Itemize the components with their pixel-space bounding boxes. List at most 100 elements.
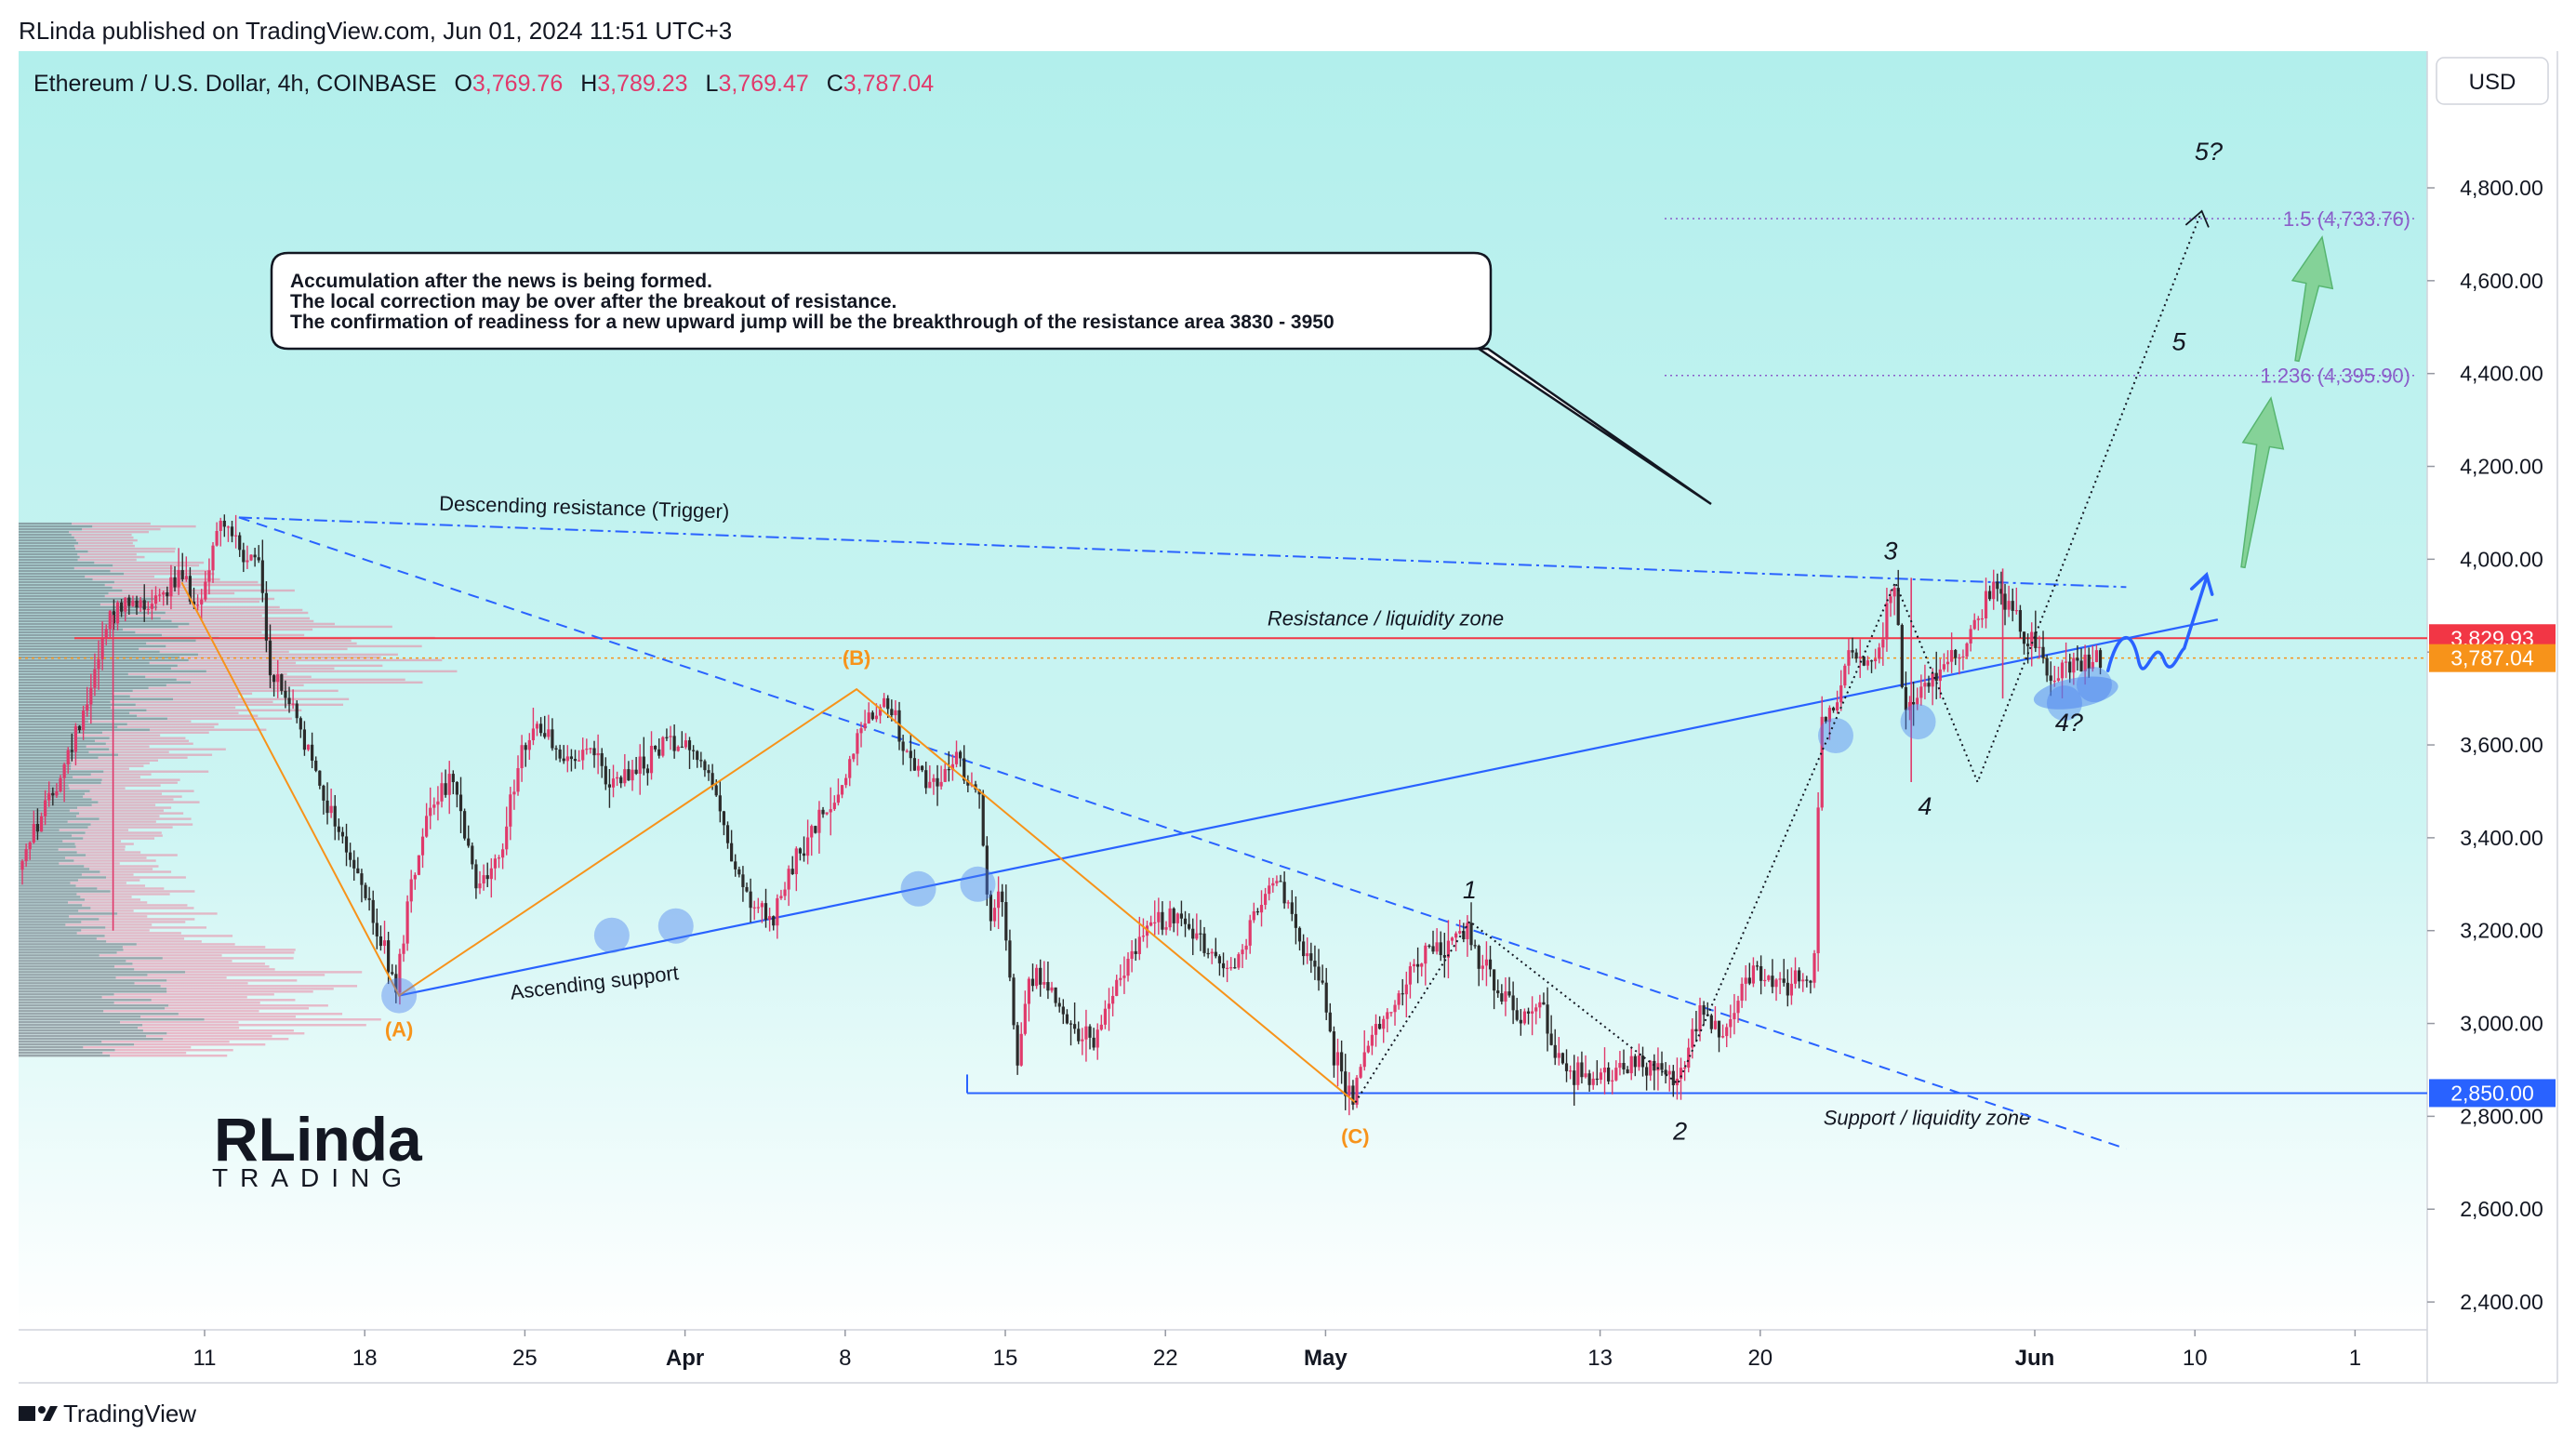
candle-body xyxy=(760,903,764,908)
volume-bar xyxy=(178,625,392,629)
candle-body xyxy=(2087,654,2091,670)
candle-body xyxy=(1507,991,1511,996)
candle-body xyxy=(1226,967,1229,969)
candle-body xyxy=(204,581,207,600)
volume-bar xyxy=(19,912,118,915)
volume-bar xyxy=(104,594,195,598)
candle-body xyxy=(2049,675,2052,682)
candle-body xyxy=(1531,1011,1534,1014)
x-tick-label: Apr xyxy=(666,1346,704,1371)
volume-bar xyxy=(135,631,262,634)
candle-body xyxy=(1095,1029,1099,1048)
volume-bar xyxy=(19,870,100,873)
volume-bar xyxy=(19,943,137,946)
candle-body xyxy=(257,557,260,561)
volume-bar xyxy=(58,848,126,851)
candle-body xyxy=(398,953,402,993)
volume-bar xyxy=(151,600,259,604)
volume-bar xyxy=(76,893,170,896)
candle-body xyxy=(1843,665,1847,686)
axes: 2,400.00 2,600.00 2,800.00 3,000.00 3,200.00… xyxy=(193,176,2556,1371)
volume-bar xyxy=(148,686,290,690)
candle-body xyxy=(242,550,246,563)
volume-bar xyxy=(69,915,148,918)
candle-body xyxy=(1538,1002,1542,1008)
currency-button[interactable]: USD xyxy=(2436,57,2549,105)
candle-body xyxy=(1264,894,1268,906)
volume-bar xyxy=(84,865,159,868)
volume-bar xyxy=(19,703,136,707)
volume-bar xyxy=(73,566,174,570)
candle-body xyxy=(1179,913,1184,919)
volume-bar xyxy=(19,990,167,993)
candle-body xyxy=(234,535,238,537)
candle-body xyxy=(1916,697,1919,705)
candle-body xyxy=(1484,959,1489,966)
candle-body xyxy=(909,750,912,759)
candle-body xyxy=(238,535,242,551)
volume-bar xyxy=(136,943,235,946)
volume-bar xyxy=(91,798,174,801)
volume-bar xyxy=(19,1032,167,1035)
candle-body xyxy=(1255,910,1260,913)
candle-body xyxy=(543,733,547,737)
candle-body xyxy=(325,800,329,814)
projection-arrowhead xyxy=(2189,571,2214,596)
candle-body xyxy=(1671,1070,1675,1085)
candle-body xyxy=(420,836,425,856)
volume-bar xyxy=(100,603,200,606)
candle-body xyxy=(1576,1062,1580,1085)
candle-body xyxy=(703,761,707,771)
volume-bar xyxy=(19,653,199,657)
candle-body xyxy=(2018,610,2023,632)
volume-bar xyxy=(123,949,296,951)
candle-body xyxy=(1099,1024,1103,1030)
candle-body xyxy=(787,869,790,890)
last-price-badge xyxy=(2429,644,2556,672)
candle-body xyxy=(631,769,634,781)
volume-bar xyxy=(102,1052,187,1055)
support-touch-marker xyxy=(381,977,418,1014)
price-axis[interactable] xyxy=(2427,51,2557,1330)
candle-body xyxy=(1546,1004,1549,1034)
candle-body xyxy=(44,800,47,816)
candle-body xyxy=(936,777,939,787)
ohlc-high: 3,789.23 xyxy=(597,71,687,97)
candle-body xyxy=(1077,1029,1081,1042)
candle-body xyxy=(1713,1020,1718,1029)
candle-body xyxy=(1401,993,1404,995)
candle-body xyxy=(798,848,803,854)
volume-bar xyxy=(19,954,100,957)
candle-body xyxy=(1721,1036,1725,1038)
volume-bar xyxy=(132,689,339,693)
annotation-callout[interactable]: Accumulation after the news is being for… xyxy=(270,251,1712,506)
tradingview-footer[interactable]: TradingView xyxy=(19,1400,196,1427)
candle-body xyxy=(1157,911,1161,923)
volume-bar xyxy=(92,577,220,581)
candle-body xyxy=(153,595,158,604)
annotations: (A) (B) (C) 1 2 3 4 4? 5 5? xyxy=(180,138,2334,1148)
candle-body xyxy=(1522,1011,1527,1024)
y-tick-label: 3,400.00 xyxy=(2460,826,2543,850)
candle-body xyxy=(1321,980,1324,983)
volume-bar xyxy=(170,667,335,670)
candle-body xyxy=(169,577,173,597)
candle-body xyxy=(687,740,692,750)
volume-bar xyxy=(19,957,163,960)
candle-body xyxy=(989,894,993,922)
candle-body xyxy=(932,777,936,782)
volume-bar xyxy=(118,753,213,756)
candle-body xyxy=(589,748,592,750)
x-tick-label: 13 xyxy=(1587,1346,1613,1371)
x-tick-label: 25 xyxy=(512,1346,538,1371)
candle-body xyxy=(1050,987,1054,991)
volume-profile xyxy=(19,522,458,1057)
candle-body xyxy=(1607,1068,1611,1082)
volume-bar xyxy=(188,658,443,662)
candle-body xyxy=(39,816,44,832)
volume-bar xyxy=(90,773,152,776)
candle-body xyxy=(1954,650,1958,658)
candle-body xyxy=(680,746,684,749)
volume-bar xyxy=(19,946,123,949)
volume-bar xyxy=(101,996,247,999)
